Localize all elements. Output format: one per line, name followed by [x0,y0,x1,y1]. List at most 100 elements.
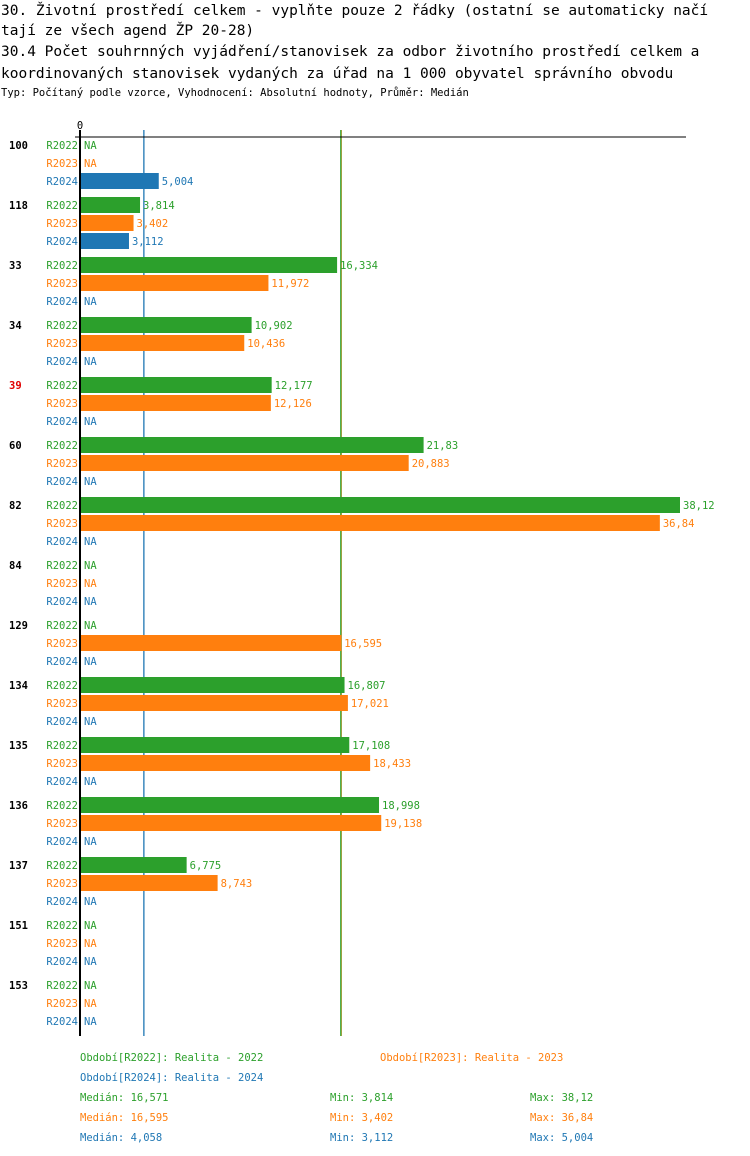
series-label: R2022 [46,800,78,812]
series-label: R2024 [46,356,78,368]
bar-R2023-39 [81,395,271,411]
value-label: NA [84,560,97,572]
value-label: NA [84,980,97,992]
series-label: R2022 [46,200,78,212]
bar-R2022-33 [81,257,338,273]
series-label: R2023 [46,998,78,1010]
value-label: NA [84,1016,97,1028]
category-label: 137 [9,860,28,872]
value-label: NA [84,596,97,608]
stat-min: Min: 3,112 [330,1132,393,1144]
bar-R2022-34 [81,317,252,333]
value-label: 21,83 [427,440,459,452]
series-label: R2022 [46,260,78,272]
bar-R2024-100 [81,173,159,189]
value-label: NA [84,998,97,1010]
value-label: 19,138 [384,818,422,830]
bar-R2022-134 [81,677,345,693]
value-label: NA [84,656,97,668]
series-label: R2022 [46,500,78,512]
value-label: NA [84,140,97,152]
value-label: NA [84,620,97,632]
category-label: 33 [9,260,22,272]
value-label: NA [84,296,97,308]
series-label: R2022 [46,980,78,992]
value-label: 20,883 [412,458,450,470]
category-label: 118 [9,200,28,212]
bar-R2023-134 [81,695,348,711]
category-label: 84 [9,560,22,572]
value-label: 8,743 [221,878,253,890]
value-label: 3,402 [137,218,169,230]
value-label: NA [84,536,97,548]
legend-item: Období[R2024]: Realita - 2024 [80,1072,263,1084]
series-label: R2022 [46,380,78,392]
series-label: R2024 [46,296,78,308]
series-label: R2022 [46,680,78,692]
series-label: R2022 [46,440,78,452]
series-label: R2024 [46,956,78,968]
bar-R2023-135 [81,755,371,771]
value-label: 6,775 [190,860,222,872]
series-label: R2024 [46,776,78,788]
series-label: R2024 [46,476,78,488]
series-label: R2023 [46,518,78,530]
chart-subtitle-line1: 30.4 Počet souhrnných vyjádření/stanovis… [1,44,700,60]
series-label: R2024 [46,176,78,188]
series-label: R2023 [46,878,78,890]
stat-median: Medián: 16,595 [80,1112,169,1124]
chart-subtitle-line2: koordinovaných stanovisek vydaných za úř… [1,66,674,82]
bar-R2023-136 [81,815,382,831]
value-label: 3,814 [143,200,175,212]
series-label: R2022 [46,920,78,932]
category-label: 151 [9,920,28,932]
bar-R2024-118 [81,233,129,249]
value-label: NA [84,716,97,728]
value-label: NA [84,158,97,170]
bar-R2022-82 [81,497,680,513]
series-label: R2022 [46,740,78,752]
stat-max: Max: 38,12 [530,1092,593,1104]
category-label: 135 [9,740,28,752]
series-label: R2024 [46,656,78,668]
value-label: 16,807 [348,680,386,692]
chart-title-line2: tají ze všech agend ŽP 20-28) [1,23,255,39]
bar-R2022-118 [81,197,141,213]
series-label: R2023 [46,218,78,230]
value-label: NA [84,956,97,968]
series-label: R2023 [46,758,78,770]
series-label: R2024 [46,536,78,548]
bar-R2023-33 [81,275,269,291]
value-label: 16,334 [340,260,378,272]
x-tick-label: 0 [77,120,83,132]
series-label: R2022 [46,860,78,872]
series-label: R2024 [46,896,78,908]
value-label: NA [84,416,97,428]
series-label: R2023 [46,338,78,350]
series-label: R2023 [46,938,78,950]
stat-median: Medián: 16,571 [80,1092,169,1104]
series-label: R2023 [46,278,78,290]
category-label: 82 [9,500,22,512]
series-label: R2023 [46,698,78,710]
bar-R2022-137 [81,857,187,873]
value-label: NA [84,356,97,368]
value-label: NA [84,476,97,488]
category-label: 34 [9,320,22,332]
stat-max: Max: 5,004 [530,1132,593,1144]
value-label: 5,004 [162,176,194,188]
bar-R2022-60 [81,437,424,453]
value-label: NA [84,776,97,788]
series-label: R2023 [46,818,78,830]
category-label: 39 [9,380,22,392]
series-label: R2023 [46,398,78,410]
bar-R2022-136 [81,797,380,813]
series-label: R2022 [46,320,78,332]
series-label: R2023 [46,638,78,650]
series-label: R2024 [46,596,78,608]
bar-R2023-34 [81,335,245,351]
bar-R2023-137 [81,875,218,891]
value-label: 3,112 [132,236,164,248]
chart-info: Typ: Počítaný podle vzorce, Vyhodnocení:… [1,87,469,99]
